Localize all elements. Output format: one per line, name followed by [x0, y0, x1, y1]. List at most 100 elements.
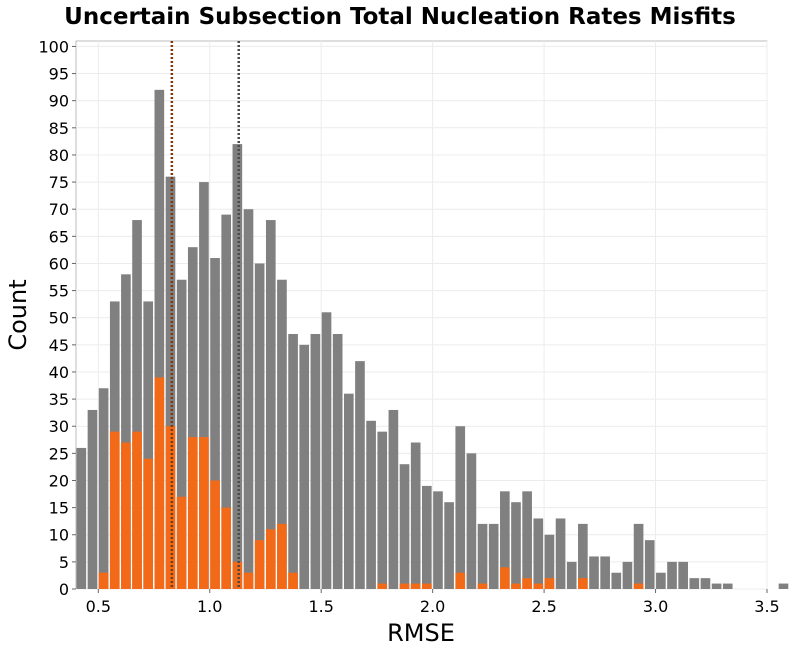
- y-tick-label: 55: [49, 282, 69, 301]
- bar-all: [433, 491, 443, 589]
- bar-subset: [377, 583, 388, 589]
- y-tick-label: 65: [49, 227, 69, 246]
- bar-all: [611, 572, 622, 589]
- x-tick-label: 2.5: [531, 597, 556, 616]
- y-tick-label: 45: [49, 336, 69, 355]
- bar-all: [121, 274, 131, 589]
- bars-group: [76, 89, 789, 590]
- x-tick-label: 1.0: [197, 597, 222, 616]
- y-tick-label: 0: [59, 580, 69, 599]
- bar-subset: [254, 540, 265, 589]
- bar-subset: [221, 507, 232, 589]
- bar-all: [455, 426, 466, 589]
- bar-all: [622, 561, 633, 589]
- x-axis-label: RMSE: [387, 619, 455, 647]
- bar-subset: [143, 458, 154, 589]
- y-axis-ticks: 0 5 10 15 20 25 30 35 40 45 50 55 60 65 70 75 80 85 90 95 10…: [38, 37, 76, 599]
- bar-subset: [176, 496, 187, 589]
- bar-subset: [500, 567, 510, 589]
- y-tick-label: 20: [49, 471, 69, 490]
- bar-subset: [121, 442, 131, 589]
- bar-all: [132, 220, 142, 589]
- bar-all: [511, 502, 521, 589]
- bar-subset: [199, 437, 209, 589]
- bar-all: [544, 534, 555, 589]
- bar-subset: [265, 529, 276, 589]
- bar-all: [277, 279, 287, 589]
- y-tick-label: 5: [59, 553, 69, 572]
- bar-all: [633, 523, 644, 589]
- bar-subset: [109, 431, 120, 589]
- bar-subset: [633, 583, 644, 589]
- y-tick-label: 70: [49, 200, 69, 219]
- bar-all: [522, 491, 532, 589]
- bar-all: [98, 388, 109, 589]
- x-axis-ticks: 0.5 1.0 1.5 2.0 2.5 3.0 3.5: [86, 589, 780, 616]
- bar-all: [321, 312, 332, 589]
- bar-all: [410, 442, 421, 589]
- bar-all: [343, 393, 354, 589]
- y-tick-label: 95: [49, 65, 69, 84]
- bar-all: [265, 220, 276, 589]
- bar-all: [288, 333, 298, 589]
- bar-all: [566, 561, 577, 589]
- bar-all: [778, 583, 789, 589]
- bar-subset: [154, 377, 165, 589]
- bar-all: [165, 176, 176, 590]
- y-tick-label: 100: [38, 37, 69, 56]
- bar-all: [87, 409, 98, 589]
- bar-all: [678, 561, 688, 589]
- bar-all: [533, 518, 544, 589]
- bar-subset: [132, 431, 142, 589]
- y-tick-label: 40: [49, 363, 69, 382]
- bar-all: [154, 89, 165, 590]
- bar-subset: [533, 583, 544, 589]
- bar-all: [466, 453, 477, 589]
- bar-all: [332, 333, 343, 589]
- bar-subset: [277, 523, 287, 589]
- y-tick-label: 25: [49, 444, 69, 463]
- reference-lines: [170, 41, 240, 589]
- y-tick-label: 75: [49, 173, 69, 192]
- bar-all: [689, 578, 700, 589]
- y-tick-label: 90: [49, 92, 69, 111]
- bar-subset: [98, 572, 109, 589]
- bar-all: [388, 409, 399, 589]
- y-axis-label: Count: [4, 279, 32, 350]
- y-tick-label: 10: [49, 526, 69, 545]
- bar-subset: [544, 578, 555, 589]
- bar-all: [221, 214, 232, 589]
- y-tick-label: 85: [49, 119, 69, 138]
- bar-subset: [422, 583, 432, 589]
- bar-subset: [243, 572, 254, 589]
- bar-subset: [165, 426, 176, 589]
- bar-subset: [522, 578, 532, 589]
- y-tick-label: 30: [49, 417, 69, 436]
- y-tick-label: 60: [49, 254, 69, 273]
- bar-subset: [232, 561, 243, 589]
- bar-subset: [399, 583, 410, 589]
- bar-all: [578, 523, 588, 589]
- bar-all: [210, 258, 220, 589]
- bar-all: [143, 301, 154, 589]
- bar-all: [299, 344, 310, 589]
- bar-all: [477, 523, 488, 589]
- bar-all: [589, 556, 599, 589]
- chart-title: Uncertain Subsection Total Nucleation Ra…: [64, 4, 736, 30]
- bar-all: [656, 572, 666, 589]
- bar-all: [444, 502, 454, 589]
- bar-all: [76, 447, 87, 589]
- x-tick-label: 0.5: [86, 597, 111, 616]
- bar-all: [377, 431, 388, 589]
- x-tick-label: 2.0: [420, 597, 445, 616]
- bar-all: [310, 333, 321, 589]
- bar-all: [187, 247, 198, 589]
- bar-subset: [477, 583, 488, 589]
- bar-all: [700, 578, 711, 589]
- bar-all: [199, 182, 209, 589]
- bar-all: [422, 485, 432, 589]
- bar-all: [254, 263, 265, 589]
- bar-all: [355, 361, 365, 589]
- bar-all: [711, 583, 722, 589]
